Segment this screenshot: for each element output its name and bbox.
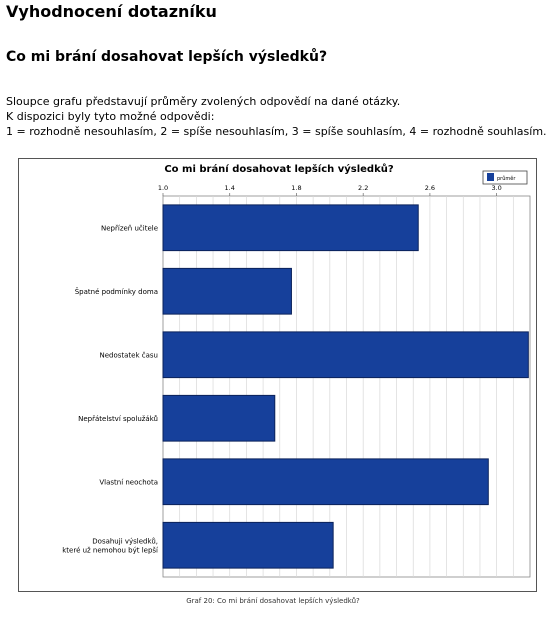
bar (162, 521, 334, 569)
x-tick-label: 2.6 (425, 184, 435, 192)
legend-label: průměr (497, 175, 516, 182)
x-tick-label: 3.0 (491, 184, 501, 192)
page-title: Vyhodnocení dotazníku (6, 2, 217, 21)
category-label: Nepřátelství spolužáků (78, 415, 158, 423)
x-tick-label: 1.0 (158, 184, 168, 192)
bar (162, 394, 276, 442)
chart-title: Co mi brání dosahovat lepších výsledků? (164, 162, 394, 175)
intro-line: K dispozici byly tyto možné odpovědi: (6, 110, 215, 123)
bar (162, 331, 529, 379)
category-label: Nepřízeň učitele (101, 224, 158, 232)
x-tick-label: 1.8 (291, 184, 301, 192)
category-label: Špatné podmínky doma (75, 287, 158, 296)
bar (162, 458, 489, 506)
bar-chart: Co mi brání dosahovat lepších výsledků? … (62, 162, 531, 578)
category-label: Dosahuji výsledků, které už nemohou být l… (62, 537, 159, 554)
chart-frame: Co mi brání dosahovat lepších výsledků? … (18, 158, 537, 592)
intro-line: Sloupce grafu představují průměry zvolen… (6, 95, 401, 108)
bar (162, 267, 292, 315)
x-tick-label: 1.4 (225, 184, 235, 192)
section-title: Co mi brání dosahovat lepších výsledků? (6, 49, 328, 65)
bar (162, 204, 419, 252)
chart-caption: Graf 20: Co mi brání dosahovat lepších v… (186, 597, 360, 605)
category-label: Nedostatek času (99, 351, 158, 359)
legend: průměr (482, 170, 528, 185)
category-label: Vlastní neochota (99, 478, 158, 486)
legend-swatch (487, 173, 494, 181)
intro-text: Sloupce grafu představují průměry zvolen… (6, 94, 546, 139)
x-tick-label: 2.2 (358, 184, 368, 192)
intro-line: 1 = rozhodně nesouhlasím, 2 = spíše neso… (6, 125, 546, 138)
